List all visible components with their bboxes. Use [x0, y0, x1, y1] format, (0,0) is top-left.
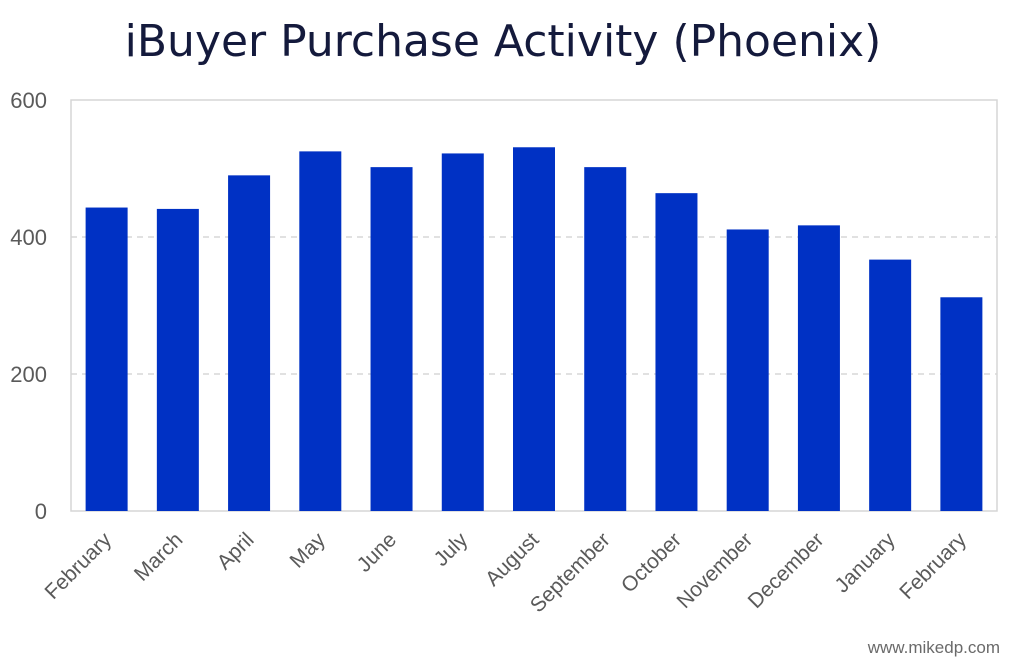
y-tick-label: 600	[10, 88, 47, 113]
x-tick-label: April	[213, 528, 259, 574]
x-tick-label: May	[286, 528, 331, 573]
x-tick-label: July	[430, 528, 473, 571]
bar	[726, 229, 769, 511]
bar	[156, 208, 199, 512]
y-tick-label: 400	[10, 225, 47, 250]
x-tick-label: February	[895, 528, 971, 604]
watermark: www.mikedp.com	[867, 638, 1000, 657]
y-tick-label: 0	[35, 499, 47, 524]
y-tick-label: 200	[10, 362, 47, 387]
bar	[441, 153, 484, 511]
x-tick-label: June	[353, 528, 401, 576]
bar	[940, 297, 983, 511]
x-axis-ticks: February March April May June July AugustSepte…	[40, 528, 971, 617]
y-axis-ticks: 0 200 400 600	[10, 88, 47, 524]
x-tick-label: November	[672, 528, 757, 613]
bar	[370, 167, 413, 511]
chart-title: iBuyer Purchase Activity (Phoenix)	[125, 16, 882, 67]
x-tick-label: January	[831, 528, 900, 597]
bar	[228, 175, 271, 511]
bars	[85, 147, 983, 512]
bar	[797, 225, 840, 512]
x-tick-label: February	[40, 528, 116, 604]
bar	[299, 151, 342, 511]
bar	[85, 207, 128, 512]
bar	[584, 167, 627, 511]
bar	[513, 147, 555, 511]
bar	[655, 193, 698, 511]
x-tick-label: December	[744, 528, 829, 613]
bar	[869, 259, 912, 511]
x-tick-label: August	[481, 528, 544, 591]
x-tick-label: March	[130, 528, 188, 586]
x-tick-label: October	[617, 528, 686, 597]
